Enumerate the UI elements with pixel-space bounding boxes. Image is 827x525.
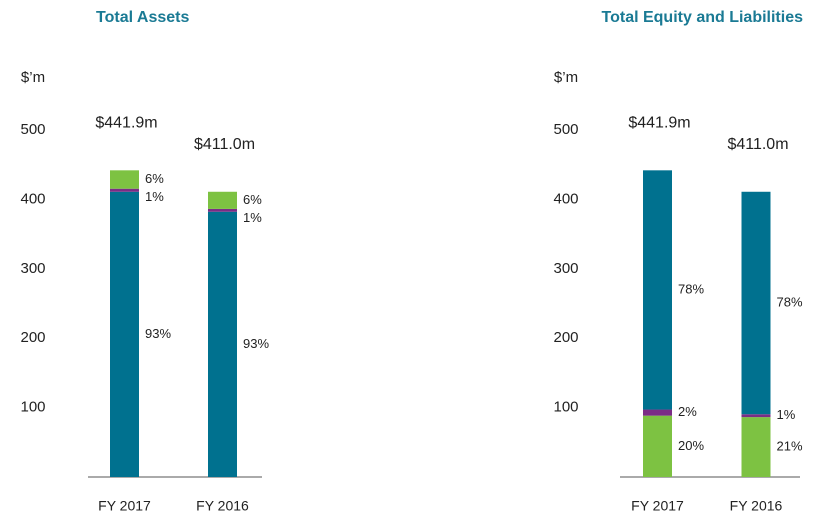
segment-label: 20% [678,438,704,453]
segment-label: 6% [243,192,262,207]
bar-segment [643,409,672,416]
y-tick-label: 400 [20,190,45,207]
segment-label: 21% [777,438,803,453]
segment-label: 93% [145,326,171,341]
segment-label: 78% [777,294,803,309]
y-tick-label: 400 [553,190,578,207]
y-tick-label: 100 [20,399,45,416]
y-tick-label: 200 [553,329,578,346]
bar-segment [110,188,139,192]
y-tick-label: 200 [20,329,45,346]
bar-segment [208,208,237,212]
bar-segment [110,170,139,189]
chart-title: Total Equity and Liabilities [602,9,804,26]
total-label: $441.9m [628,115,690,132]
segment-label: 1% [243,210,262,225]
y-tick-label: 500 [553,121,578,138]
x-tick-label: FY 2016 [196,498,249,514]
segment-label: 78% [678,281,704,296]
segment-label: 1% [777,407,796,422]
x-tick-label: FY 2017 [98,498,151,514]
segment-label: 6% [145,171,164,186]
segment-label: 1% [145,189,164,204]
bar-segment [110,191,139,478]
bar-segment [643,415,672,477]
bar-segment [741,414,771,418]
y-tick-label: 300 [553,260,578,277]
x-tick-label: FY 2016 [730,498,783,514]
chart-title: Total Assets [96,9,189,26]
bar-segment [208,211,237,477]
segment-label: 2% [678,404,697,419]
y-tick-label: 100 [553,399,578,416]
y-axis-label: $’m [554,69,578,86]
bar-segment [208,191,237,209]
bar-segment [741,191,771,415]
y-tick-label: 500 [20,121,45,138]
bar-segment [741,417,771,477]
total-label: $441.9m [95,115,157,132]
total-label: $411.0m [727,136,788,153]
y-axis-label: $’m [21,69,45,86]
x-tick-label: FY 2017 [631,498,684,514]
total-label: $411.0m [194,136,255,153]
y-tick-label: 300 [20,260,45,277]
bar-segment [643,170,672,410]
segment-label: 93% [243,336,269,351]
